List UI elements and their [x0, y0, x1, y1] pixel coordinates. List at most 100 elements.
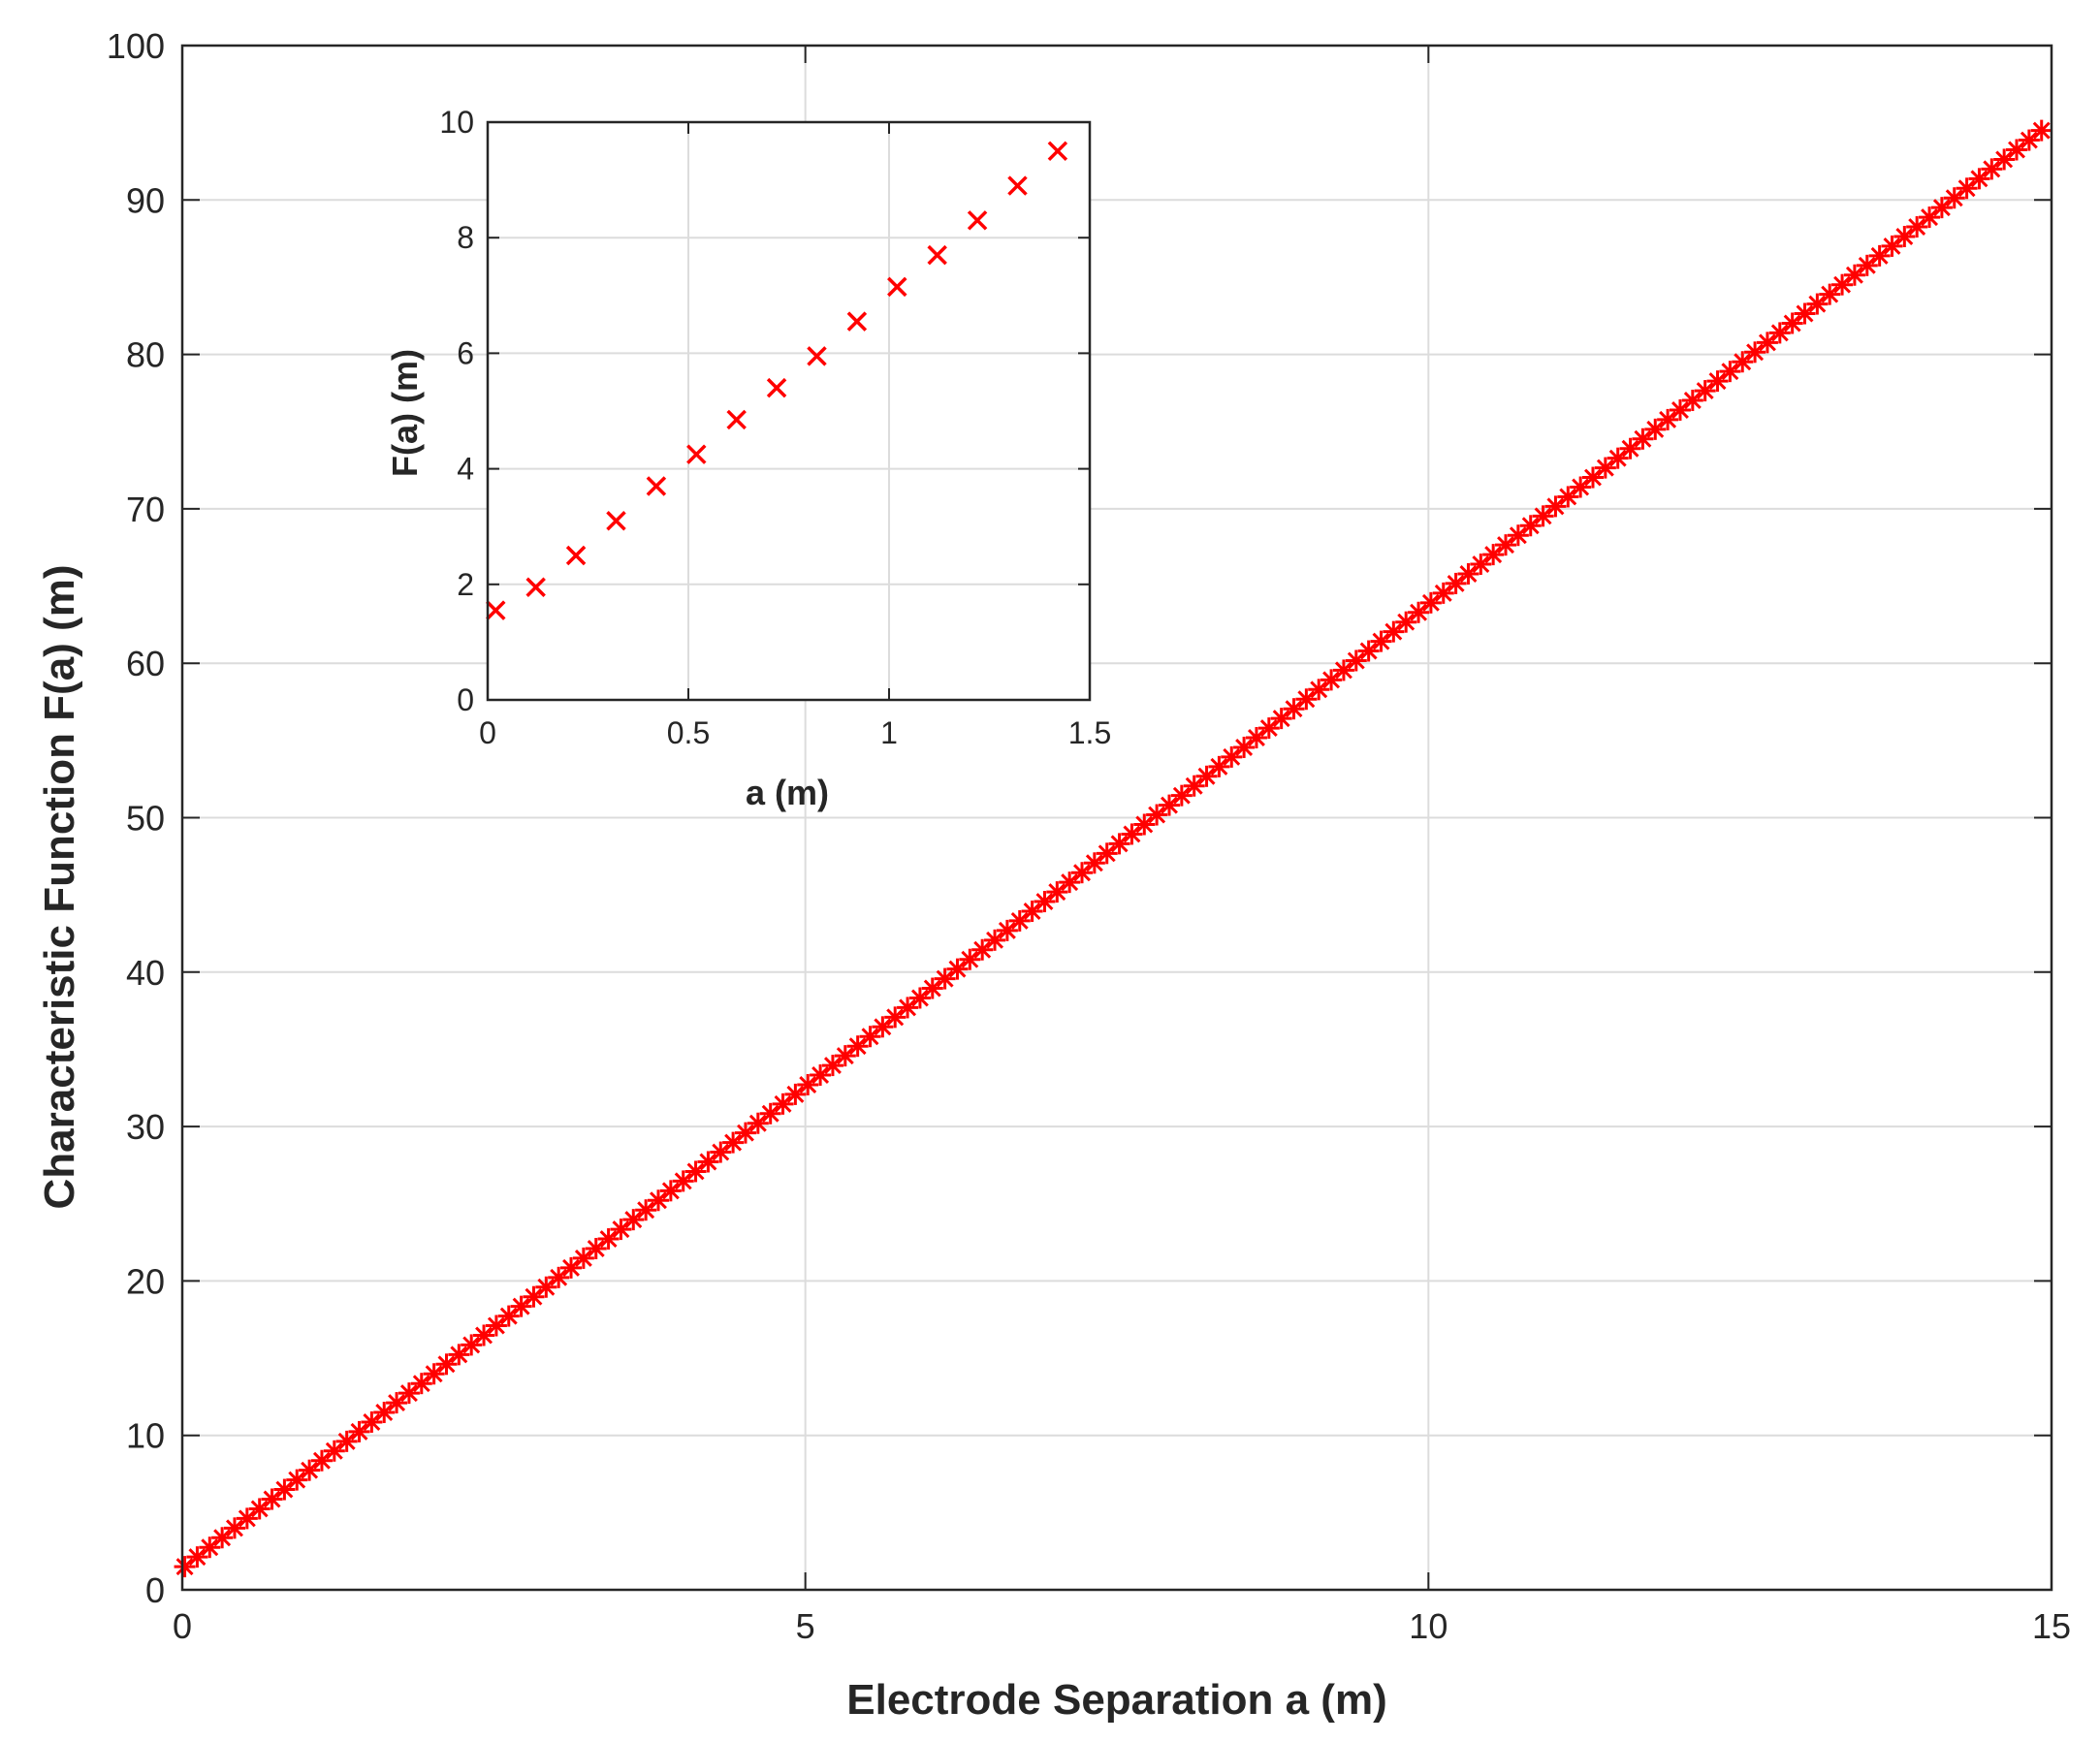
main-data-point	[1133, 813, 1156, 836]
main-data-point	[199, 1536, 221, 1559]
inset-data-point	[1047, 141, 1068, 162]
inset-data-point	[1007, 175, 1028, 196]
inset-data-point	[766, 377, 787, 398]
main-data-point	[1332, 659, 1354, 681]
main-data-point	[1257, 717, 1280, 740]
main-y-tick-label: 90	[126, 180, 165, 220]
main-data-point	[672, 1170, 694, 1192]
main-data-point	[610, 1219, 632, 1241]
main-data-point	[448, 1344, 470, 1366]
main-data-point	[1283, 698, 1305, 720]
inset-data-point	[927, 244, 947, 266]
main-data-point	[236, 1507, 258, 1530]
main-data-point	[286, 1469, 308, 1491]
main-data-point	[1706, 370, 1729, 393]
main-data-point	[996, 919, 1018, 941]
inset-x-tick-label: 1	[880, 715, 898, 750]
main-data-point	[1831, 273, 1854, 296]
main-data-point	[635, 1199, 657, 1221]
main-data-point	[572, 1247, 594, 1269]
main-data-point	[647, 1189, 669, 1212]
main-data-point	[1519, 515, 1542, 537]
main-data-point	[2018, 129, 2040, 151]
main-data-point	[908, 987, 931, 1009]
inset-data-point	[486, 600, 506, 620]
inset-data-point	[525, 577, 546, 598]
main-y-tick-label: 70	[126, 490, 165, 529]
main-data-point	[386, 1392, 408, 1414]
inset-data-point	[686, 444, 707, 464]
main-data-point	[1270, 708, 1292, 730]
main-data-point	[734, 1122, 756, 1144]
main-data-point	[747, 1112, 769, 1134]
main-data-point	[1657, 408, 1679, 430]
main-data-point	[622, 1209, 645, 1231]
main-y-tick-label: 20	[126, 1261, 165, 1301]
inset-axes	[486, 120, 1092, 702]
inset-data-point	[807, 346, 827, 366]
inset-x-tick-label: 0.5	[667, 715, 710, 750]
main-data-point	[1843, 264, 1865, 286]
main-data-point	[1195, 765, 1218, 787]
main-data-point	[1744, 341, 1766, 364]
main-data-point	[597, 1228, 620, 1251]
main-data-point	[759, 1102, 781, 1124]
inset-data-point	[967, 210, 988, 231]
main-data-point	[1906, 216, 1928, 238]
main-data-point	[1419, 591, 1442, 614]
main-data-point	[186, 1546, 208, 1568]
main-data-point	[1108, 833, 1130, 855]
main-data-point	[1532, 505, 1554, 527]
main-y-tick-label: 10	[126, 1416, 165, 1456]
main-data-point	[934, 967, 956, 990]
main-data-point	[697, 1151, 719, 1173]
main-data-point	[1719, 361, 1741, 383]
inset-data-point	[606, 511, 626, 531]
inset-y-tick-label: 10	[439, 105, 474, 140]
main-x-axis-label: Electrode Separation a (m)	[846, 1676, 1386, 1724]
main-data-point	[1395, 611, 1417, 633]
main-data-point	[435, 1353, 458, 1376]
main-data-point	[1046, 881, 1068, 903]
main-data-point	[1732, 351, 1754, 373]
main-data-point	[2030, 119, 2052, 142]
main-data-point	[261, 1488, 283, 1510]
inset-points	[486, 141, 1068, 620]
main-data-point	[1919, 206, 1941, 229]
main-data-point	[1445, 572, 1467, 594]
main-data-point	[1034, 891, 1056, 913]
main-data-point	[984, 929, 1006, 951]
main-data-point	[1146, 804, 1168, 826]
main-data-point	[1021, 900, 1043, 922]
main-data-point	[1059, 871, 1081, 894]
main-data-point	[1457, 562, 1480, 585]
main-data-point	[921, 977, 943, 999]
main-data-point	[1544, 495, 1567, 518]
main-data-point	[410, 1373, 432, 1395]
main-data-point	[1956, 177, 1978, 200]
main-data-point	[1694, 380, 1716, 402]
main-data-point	[497, 1305, 520, 1327]
main-y-tick-label: 0	[145, 1570, 165, 1610]
main-y-tick-label: 80	[126, 335, 165, 375]
main-data-point	[1993, 148, 2016, 171]
main-data-point	[1619, 437, 1641, 459]
main-data-point	[273, 1478, 296, 1501]
main-data-point	[1794, 302, 1816, 325]
inset-y-tick-label: 2	[457, 567, 474, 602]
main-data-point	[810, 1064, 832, 1087]
main-data-point	[1756, 332, 1778, 354]
inset-x-tick-label: 1.5	[1068, 715, 1111, 750]
main-data-point	[1881, 235, 1903, 257]
main-data-point	[1669, 398, 1691, 421]
main-data-point	[1096, 842, 1118, 865]
inset-plot: 0 0.5 1 1.5 0 2 4 6 8 10 a (m) F(a) (m)	[385, 105, 1111, 812]
inset-y-axis-label: F(a) (m)	[385, 349, 425, 477]
main-data-point	[310, 1449, 333, 1472]
main-data-point	[872, 1016, 894, 1038]
main-data-point	[174, 1556, 196, 1578]
main-x-tick-label: 0	[173, 1606, 192, 1646]
inset-background	[488, 122, 1090, 700]
